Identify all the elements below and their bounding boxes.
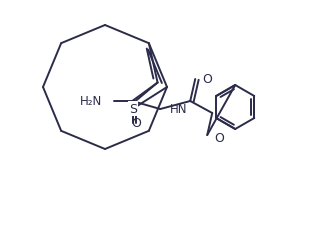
Text: O: O — [131, 117, 141, 129]
Text: HN: HN — [170, 102, 188, 115]
Text: O: O — [202, 72, 212, 85]
Text: O: O — [214, 131, 224, 144]
Text: S: S — [129, 103, 137, 116]
Text: H₂N: H₂N — [80, 95, 102, 108]
